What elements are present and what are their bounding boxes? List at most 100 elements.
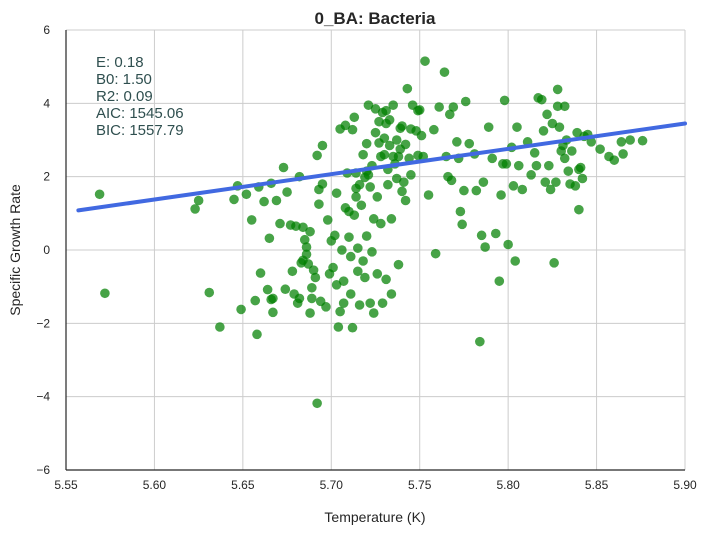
data-point (531, 160, 542, 171)
data-point (526, 170, 536, 180)
data-point (552, 84, 563, 95)
data-point (383, 179, 393, 190)
data-point (328, 262, 338, 273)
data-point (496, 190, 506, 200)
data-point (529, 148, 540, 158)
data-point (268, 307, 278, 318)
data-point (294, 293, 305, 304)
data-point (625, 135, 635, 145)
data-point (384, 115, 395, 125)
data-point (280, 284, 291, 295)
data-point (303, 259, 314, 269)
data-point (262, 284, 273, 295)
data-point (397, 121, 407, 131)
data-point (552, 101, 563, 112)
data-point (574, 204, 584, 215)
data-point (471, 185, 482, 196)
data-point (570, 181, 581, 191)
data-point (372, 269, 383, 279)
data-point (331, 280, 342, 290)
data-point (370, 104, 381, 114)
data-point (215, 322, 225, 332)
data-point (510, 256, 521, 266)
data-point (229, 194, 239, 205)
stat-aic: AIC: 1545.06 (96, 105, 184, 122)
stat-b0: B0: 1.50 (96, 71, 152, 88)
data-point (540, 177, 551, 187)
y-tick-labels: −6 −4 −2 0 2 4 6 (36, 23, 50, 477)
data-point (554, 122, 565, 132)
data-point (400, 195, 411, 206)
data-point (301, 249, 312, 260)
data-point (347, 322, 358, 333)
data-point (246, 215, 257, 225)
y-tick-label: 0 (43, 243, 50, 257)
data-point (368, 214, 379, 224)
x-tick-label: 5.70 (320, 478, 344, 492)
data-point (370, 127, 381, 138)
data-point (268, 293, 278, 304)
data-point (406, 170, 416, 180)
x-axis-label: Temperature (K) (324, 509, 425, 525)
data-point (310, 272, 321, 283)
data-point (480, 242, 490, 252)
data-point (444, 109, 455, 120)
data-point (434, 102, 444, 112)
y-axis-label: Specific Growth Rate (7, 184, 23, 316)
data-point (563, 166, 574, 176)
data-point (517, 184, 528, 195)
data-point (349, 112, 360, 123)
x-tick-label: 5.80 (496, 478, 520, 492)
data-point (335, 306, 345, 317)
data-point (503, 239, 513, 250)
data-point (344, 232, 354, 242)
data-point (317, 179, 328, 189)
data-point (275, 218, 285, 229)
data-point (439, 67, 450, 77)
data-point (400, 139, 411, 150)
data-point (501, 159, 512, 169)
data-point (414, 105, 425, 115)
data-point (379, 133, 390, 143)
data-point (351, 192, 361, 202)
stat-e: E: 0.18 (96, 54, 144, 71)
data-point (255, 268, 266, 278)
data-point (577, 173, 588, 184)
data-point (499, 95, 510, 106)
data-point (335, 124, 345, 134)
data-point (354, 300, 365, 310)
data-point (360, 272, 370, 283)
axes (65, 30, 685, 471)
data-point (305, 308, 315, 318)
data-point (420, 56, 430, 66)
data-point (494, 276, 505, 286)
data-point (586, 137, 597, 147)
data-point (457, 219, 467, 230)
stat-r2: R2: 0.09 (96, 88, 153, 105)
fit-line (76, 121, 687, 213)
y-tick-label: −6 (36, 463, 50, 477)
data-point (368, 308, 379, 318)
data-point (356, 200, 367, 211)
data-point (446, 175, 457, 186)
data-point (376, 218, 386, 229)
data-point (190, 204, 200, 214)
data-point (321, 302, 331, 312)
x-tick-label: 5.85 (585, 478, 609, 492)
data-point (307, 282, 317, 293)
data-point (298, 222, 308, 233)
data-point (353, 243, 363, 253)
data-point (549, 258, 559, 268)
data-point (464, 138, 475, 149)
x-tick-label: 5.90 (673, 478, 697, 492)
data-point (559, 153, 570, 164)
data-point (429, 124, 439, 135)
y-tick-label: −4 (36, 390, 50, 404)
data-point (567, 146, 577, 156)
data-point (386, 289, 397, 299)
data-point (609, 155, 620, 165)
data-point (312, 398, 322, 409)
data-point (345, 289, 356, 299)
data-point (361, 138, 372, 149)
data-point (386, 214, 397, 224)
